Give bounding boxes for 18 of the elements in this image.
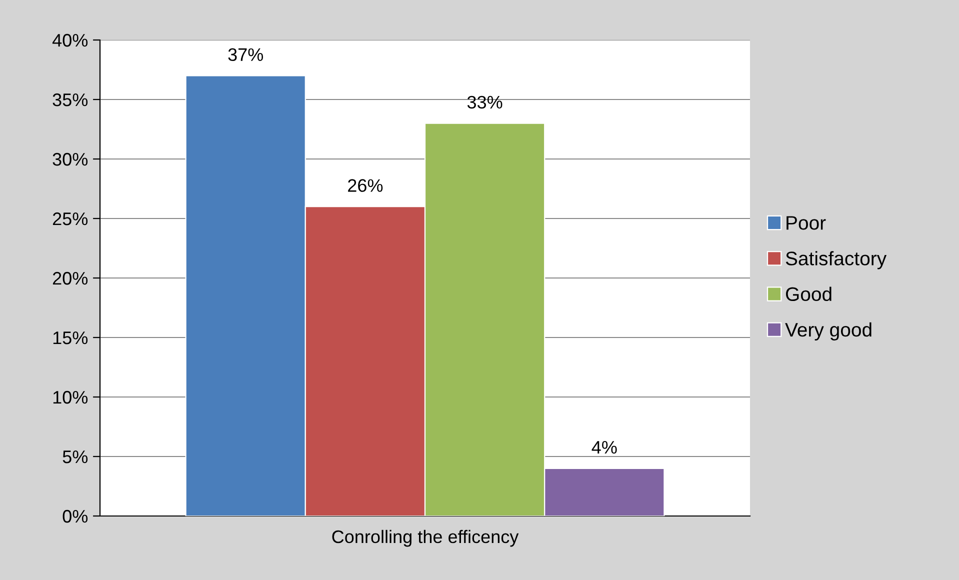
y-tick-label: 10% — [53, 390, 88, 404]
y-tick-label: 35% — [52, 93, 88, 106]
data-label: 4% — [592, 441, 617, 454]
y-tick-label: 30% — [52, 152, 88, 166]
legend-label: Satisfactory — [786, 251, 887, 270]
y-tick-label: 0% — [62, 510, 88, 523]
y-tick-label: 15% — [53, 332, 88, 344]
y-tick-label: 25% — [52, 212, 88, 226]
data-label: 26% — [348, 179, 383, 192]
y-tick-label: 20% — [52, 272, 88, 285]
legend-label: Good — [786, 286, 832, 302]
data-label: 33% — [467, 96, 502, 109]
legend-label: Poor — [786, 216, 826, 230]
y-tick-label: 5% — [62, 450, 88, 464]
legend-label: Very good — [785, 322, 872, 340]
y-tick-label: 40% — [52, 34, 88, 47]
data-label: 37% — [228, 48, 264, 62]
x-tick-label: Conrolling the efficency — [332, 530, 519, 547]
